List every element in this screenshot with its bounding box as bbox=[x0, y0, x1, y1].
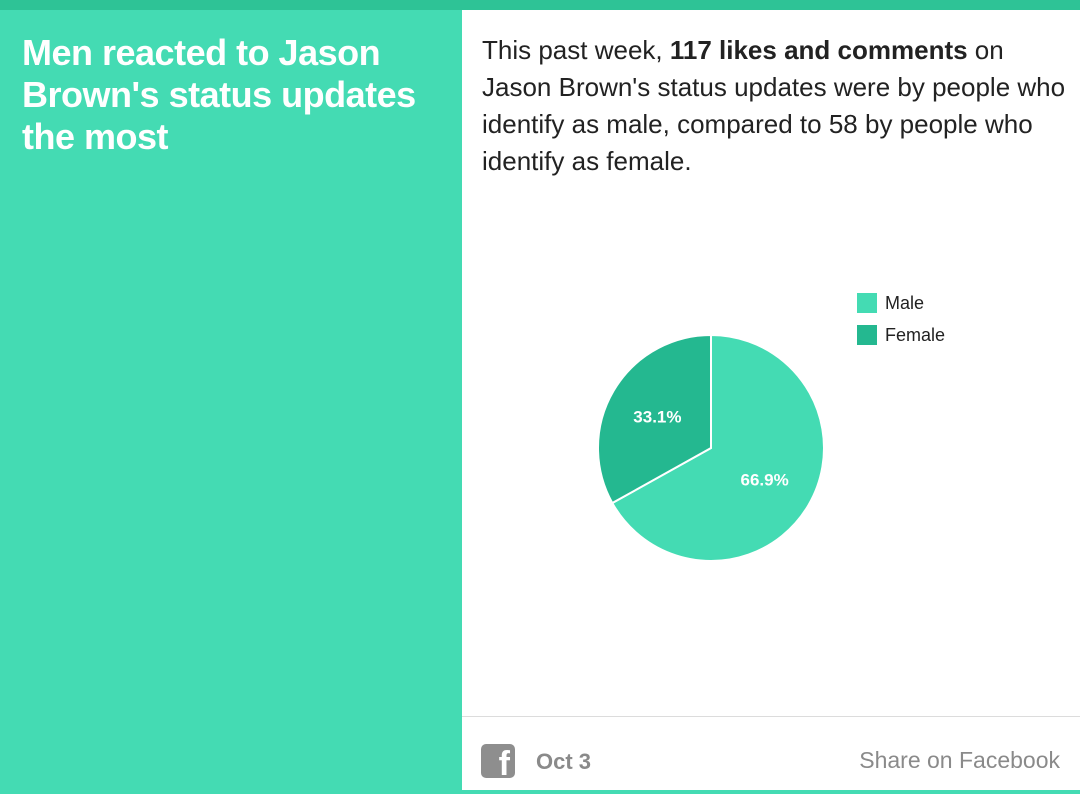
top-accent-bar bbox=[0, 0, 1080, 10]
pie-slice-female bbox=[597, 333, 712, 505]
bottom-accent-bar bbox=[462, 790, 1080, 794]
pie-chart: 66.9% 33.1% Male Female bbox=[597, 293, 945, 562]
summary-text: This past week, 117 likes and comments o… bbox=[482, 32, 1067, 180]
share-on-facebook-link[interactable]: Share on Facebook bbox=[859, 747, 1060, 773]
facebook-icon[interactable]: f bbox=[481, 744, 515, 778]
data-label-female: 33.1% bbox=[633, 408, 681, 427]
pie-slices bbox=[597, 333, 825, 562]
summary-highlight: 117 likes and comments bbox=[669, 35, 968, 65]
legend-swatch-female bbox=[857, 325, 877, 345]
pie-slice-male bbox=[610, 333, 825, 562]
post-date: Oct 3 bbox=[536, 749, 592, 774]
facebook-glyph: f bbox=[498, 745, 510, 778]
summary-suffix: on Jason Brown's status updates were by … bbox=[482, 35, 1066, 176]
headline-panel: Men reacted to Jason Brown's status upda… bbox=[0, 10, 462, 794]
card-footer: f Oct 3 Share on Facebook bbox=[462, 716, 1080, 791]
legend-swatch-male bbox=[857, 293, 877, 313]
chart-card: This past week, 117 likes and comments o… bbox=[462, 10, 1080, 791]
headline: Men reacted to Jason Brown's status upda… bbox=[22, 32, 416, 157]
chart-legend: Male Female bbox=[857, 293, 945, 345]
data-label-male: 66.9% bbox=[740, 470, 788, 489]
legend-label-female: Female bbox=[885, 325, 945, 345]
summary-prefix: This past week, bbox=[482, 35, 670, 65]
pie-data-labels: 66.9% 33.1% bbox=[633, 408, 788, 490]
legend-label-male: Male bbox=[885, 293, 924, 313]
